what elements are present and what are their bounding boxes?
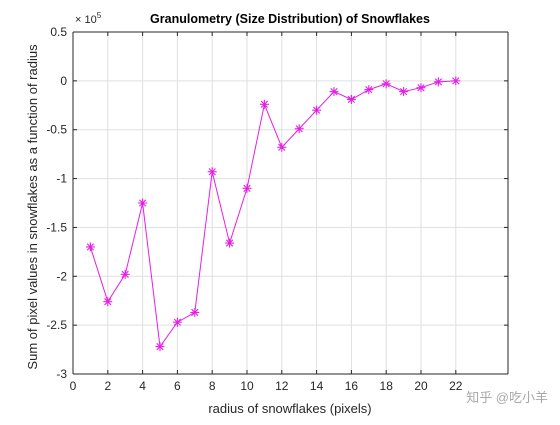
watermark: 知乎 @吃小羊 <box>466 390 548 405</box>
y-multiplier-base: × 10 <box>75 14 97 26</box>
data-point-stroke <box>347 95 356 104</box>
data-point-stroke <box>191 308 199 317</box>
data-point <box>242 183 252 193</box>
data-point-stroke <box>365 86 373 94</box>
grid <box>72 31 508 375</box>
data-point <box>172 317 182 327</box>
data-point <box>207 167 217 177</box>
y-tick-label: 0.5 <box>50 25 67 39</box>
series-layer <box>85 76 461 352</box>
data-point <box>364 85 374 95</box>
data-point-stroke <box>278 143 286 151</box>
data-point <box>416 83 426 93</box>
data-point <box>399 87 409 97</box>
x-tick-label: 6 <box>174 379 181 393</box>
data-point <box>433 77 443 87</box>
x-tick-label: 22 <box>449 379 463 393</box>
y-tick-label: -2.5 <box>46 318 67 332</box>
data-point-stroke <box>208 168 216 176</box>
x-tick-label: 12 <box>275 379 289 393</box>
data-point <box>277 142 287 152</box>
axes <box>72 31 509 375</box>
x-tick-label: 16 <box>345 379 359 393</box>
x-tick-label: 4 <box>139 379 146 393</box>
tick-labels: 0 2 4 6 8 10 12 14 16 18 20 22 -3 -2.5 -2 -1.5 -1 -0.5 0 0.… <box>46 25 462 393</box>
x-tick-label: 14 <box>310 379 324 393</box>
data-point <box>138 198 148 208</box>
data-point-stroke <box>330 87 338 96</box>
data-point-stroke <box>417 84 425 92</box>
data-point-stroke <box>382 80 390 88</box>
data-point-stroke <box>243 184 251 192</box>
x-axis-label: radius of snowflakes (pixels) <box>208 401 371 416</box>
y-axis-label: Sum of pixel values in snowflakes as a f… <box>25 44 40 370</box>
y-tick-label: -3 <box>56 367 67 381</box>
data-point <box>451 76 461 86</box>
data-point-stroke <box>121 270 129 278</box>
data-point <box>225 238 235 248</box>
x-tick-label: 10 <box>240 379 254 393</box>
y-tick-label: 0 <box>60 74 67 88</box>
data-point <box>85 242 95 252</box>
data-point <box>346 94 356 104</box>
x-tick-label: 2 <box>104 379 111 393</box>
data-point-stroke <box>399 87 408 96</box>
data-point <box>259 99 269 109</box>
y-axis-multiplier: × 105 <box>75 11 102 26</box>
data-point <box>294 124 304 134</box>
data-point <box>155 342 165 352</box>
data-point-stroke <box>312 106 321 114</box>
y-tick-label: -1 <box>56 172 67 186</box>
x-tick-label: 20 <box>414 379 428 393</box>
y-tick-label: -2 <box>56 269 67 283</box>
chart-title: Granulometry (Size Distribution) of Snow… <box>150 12 430 26</box>
data-point-stroke <box>104 298 112 306</box>
x-tick-label: 8 <box>209 379 216 393</box>
x-tick-label: 18 <box>380 379 394 393</box>
data-point <box>103 297 113 307</box>
data-point-stroke <box>452 77 460 85</box>
data-point-stroke <box>225 239 234 247</box>
data-point-stroke <box>173 318 182 326</box>
data-point <box>120 269 130 279</box>
y-multiplier-exponent: 5 <box>97 11 102 20</box>
data-point-stroke <box>295 125 303 133</box>
y-tick-label: -0.5 <box>46 123 67 137</box>
data-point-stroke <box>156 343 164 351</box>
data-point <box>381 79 391 89</box>
x-tick-label: 0 <box>70 379 77 393</box>
data-point <box>312 105 322 115</box>
data-point-stroke <box>86 243 95 251</box>
data-point-stroke <box>434 78 443 86</box>
data-point-stroke <box>260 100 269 108</box>
data-point <box>329 87 339 97</box>
data-point-stroke <box>138 199 147 207</box>
data-point <box>190 307 200 317</box>
series-line <box>89 80 456 348</box>
y-tick-label: -1.5 <box>46 220 67 234</box>
